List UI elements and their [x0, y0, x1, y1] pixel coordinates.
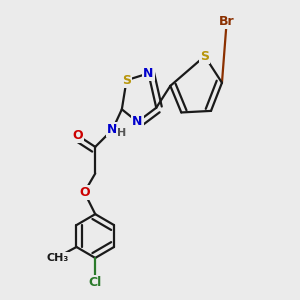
Text: H: H	[117, 128, 126, 138]
Text: Cl: Cl	[88, 277, 102, 290]
Text: N: N	[132, 115, 143, 128]
Text: O: O	[72, 129, 83, 142]
Text: CH₃: CH₃	[46, 253, 69, 263]
Text: S: S	[122, 74, 131, 87]
Text: N: N	[107, 123, 118, 136]
Text: S: S	[200, 50, 209, 63]
Text: O: O	[79, 186, 90, 199]
Text: Br: Br	[219, 15, 235, 28]
Text: N: N	[143, 67, 154, 80]
